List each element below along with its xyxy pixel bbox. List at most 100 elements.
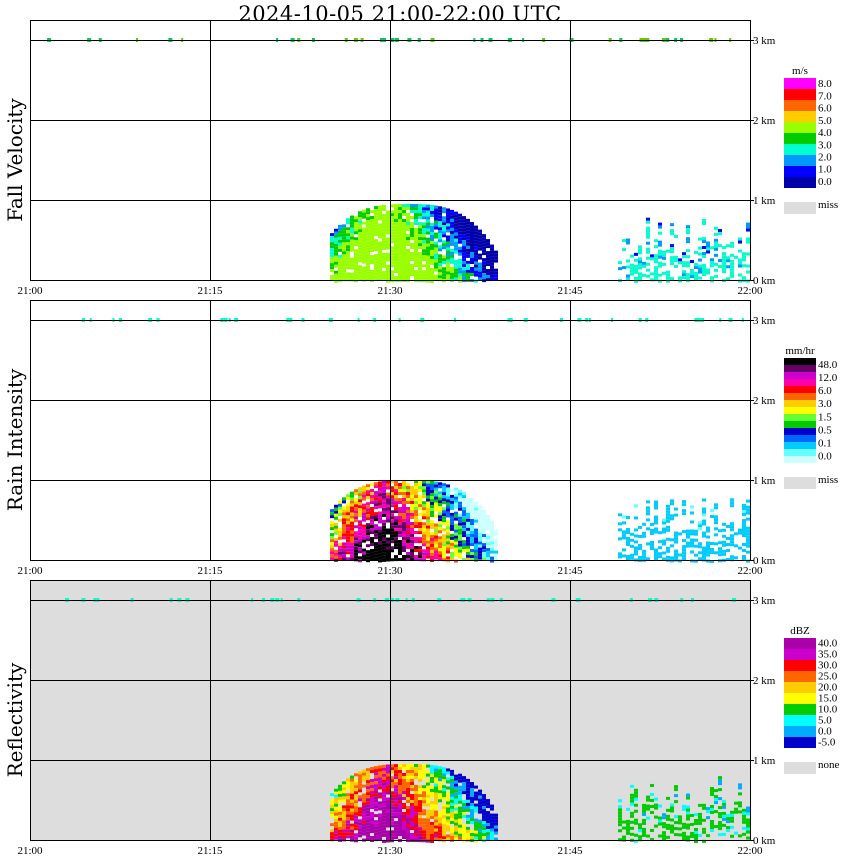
echo-pixel <box>490 541 494 545</box>
echo-pixel <box>450 557 454 561</box>
echo-pixel <box>682 252 686 256</box>
echo-pixel <box>730 534 734 538</box>
echo-pixel <box>442 767 446 771</box>
echo-pixel <box>466 817 470 821</box>
echo-pixel <box>430 531 434 535</box>
echo-pixel <box>478 514 482 518</box>
echo-pixel <box>366 804 370 808</box>
echo-pixel <box>338 530 342 534</box>
echo-pixel <box>718 550 722 554</box>
echo-pixel <box>358 834 362 838</box>
echo-pixel <box>366 226 370 230</box>
echo-pixel <box>378 813 382 817</box>
echo-pixel <box>678 833 682 837</box>
echo-pixel <box>410 507 414 511</box>
echo-pixel <box>646 795 650 799</box>
echo-pixel <box>378 550 382 554</box>
echo-pixel <box>358 277 362 281</box>
echo-pixel <box>394 498 398 502</box>
echo-pixel <box>442 555 446 559</box>
echo-pixel <box>462 267 466 271</box>
echo-pixel <box>390 806 394 810</box>
echo-pixel <box>442 222 446 226</box>
echo-pixel <box>690 550 694 554</box>
echo-pixel <box>422 204 426 208</box>
echo-pixel <box>458 809 462 813</box>
echo-pixel <box>382 528 386 532</box>
echo-pixel <box>334 806 338 810</box>
echo-pixel <box>746 809 750 813</box>
echo-pixel <box>334 800 338 804</box>
echo-pixel <box>722 802 726 806</box>
echo-pixel <box>466 808 470 812</box>
echo-pixel <box>366 511 370 515</box>
echo-pixel <box>430 800 434 804</box>
echo-pixel <box>746 550 750 554</box>
echo-pixel <box>338 829 342 833</box>
echo-pixel <box>350 218 354 222</box>
echo-pixel <box>442 516 446 520</box>
echo-pixel <box>422 522 426 526</box>
echo-pixel <box>426 830 430 834</box>
echo-pixel <box>746 821 750 825</box>
echo-pixel <box>342 817 346 821</box>
echo-pixel <box>458 501 462 505</box>
echo-pixel <box>678 532 682 536</box>
echo-pixel <box>682 273 686 277</box>
echo-pixel <box>390 504 394 508</box>
echo-pixel <box>466 814 470 818</box>
echo-pixel <box>678 276 682 280</box>
echo-pixel <box>370 537 374 541</box>
echo-pixel <box>390 264 394 268</box>
echo-pixel <box>410 812 414 816</box>
echo-pixel <box>446 493 450 497</box>
echo-pixel <box>470 836 474 840</box>
echo-pixel <box>378 783 382 787</box>
echo-pixel <box>366 792 370 796</box>
echo-pixel <box>414 513 418 517</box>
echo-pixel <box>386 252 390 256</box>
echo-pixel <box>334 504 338 508</box>
echo-pixel <box>366 508 370 512</box>
echo-pixel <box>370 216 374 220</box>
echo-pixel <box>358 798 362 802</box>
echo-pixel <box>390 246 394 250</box>
echo-pixel <box>490 822 494 826</box>
echo-pixel <box>406 552 410 555</box>
panel-ylabel: Fall Velocity <box>3 98 27 222</box>
echo-pixel <box>402 785 406 789</box>
echo-pixel <box>378 544 382 548</box>
echo-pixel <box>730 555 734 559</box>
echo-pixel <box>370 222 374 226</box>
echo-pixel <box>374 239 378 243</box>
echo-pixel <box>334 812 338 816</box>
echo-pixel <box>442 818 446 822</box>
echo-pixel <box>350 497 354 501</box>
echo-pixel <box>374 272 378 276</box>
echo-pixel <box>378 837 382 841</box>
echo-pixel <box>342 551 346 555</box>
echo-pixel <box>470 519 474 523</box>
echo-pixel <box>718 806 722 810</box>
echo-pixel <box>470 252 474 256</box>
echo-pixel <box>622 826 626 830</box>
echo-pixel <box>358 499 362 503</box>
echo-pixel <box>698 551 702 555</box>
legend: dBZ40.035.030.025.020.015.010.05.00.0-5.… <box>784 625 840 774</box>
echo-pixel <box>346 524 350 528</box>
echo-pixel <box>330 266 334 270</box>
echo-pixel <box>378 265 382 269</box>
echo-pixel <box>414 501 418 505</box>
echo-pixel <box>658 240 662 244</box>
echo-pixel <box>406 249 410 252</box>
echo-pixel <box>466 515 470 519</box>
echo-pixel <box>674 833 678 837</box>
legend-swatch <box>784 715 816 726</box>
echo-pixel <box>410 267 414 271</box>
echo-pixel <box>470 222 474 226</box>
echo-pixel <box>334 549 338 553</box>
echo-pixel <box>358 493 362 497</box>
echo-pixel <box>730 558 734 562</box>
echo-pixel <box>698 252 702 256</box>
echo-pixel <box>470 833 474 837</box>
